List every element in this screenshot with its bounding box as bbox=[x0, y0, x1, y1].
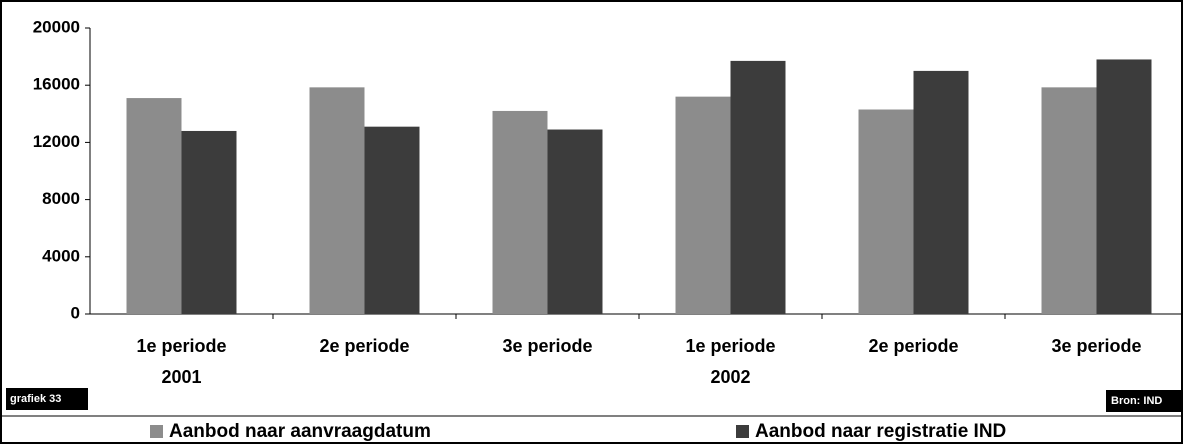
bar bbox=[547, 129, 603, 314]
bar bbox=[1041, 87, 1097, 314]
y-tick-label: 12000 bbox=[33, 132, 80, 151]
label-box bbox=[6, 388, 88, 410]
y-tick-label: 8000 bbox=[42, 189, 80, 208]
x-tick-year: 2002 bbox=[710, 367, 750, 387]
y-tick-label: 20000 bbox=[33, 17, 80, 36]
legend-label: Aanbod naar registratie IND bbox=[755, 421, 1006, 442]
source: Bron: IND bbox=[1111, 395, 1162, 407]
bar bbox=[181, 130, 237, 314]
chart-label: grafiek 33 bbox=[10, 393, 61, 405]
legend-label: Aanbod naar aanvraagdatum bbox=[169, 421, 431, 442]
legend-swatch bbox=[736, 425, 749, 438]
source-box bbox=[1106, 390, 1183, 412]
x-tick-label: 2e periode bbox=[868, 336, 958, 356]
y-tick-label: 4000 bbox=[42, 246, 80, 265]
bar bbox=[309, 87, 365, 314]
y-tick-label: 16000 bbox=[33, 75, 80, 94]
x-tick-label: 2e periode bbox=[319, 336, 409, 356]
bar bbox=[858, 109, 914, 314]
bar bbox=[364, 126, 420, 314]
bar bbox=[675, 96, 731, 314]
bar bbox=[126, 98, 182, 314]
bar bbox=[913, 70, 969, 315]
x-tick-label: 3e periode bbox=[1051, 336, 1141, 356]
bar bbox=[492, 110, 548, 314]
bar bbox=[730, 60, 786, 314]
x-tick-year: 2001 bbox=[161, 367, 201, 387]
x-tick-label: 1e periode bbox=[685, 336, 775, 356]
x-tick-label: 1e periode bbox=[136, 336, 226, 356]
y-tick-label: 0 bbox=[71, 303, 80, 322]
x-tick-label: 3e periode bbox=[502, 336, 592, 356]
legend-swatch bbox=[150, 425, 163, 438]
bar bbox=[1096, 59, 1152, 315]
